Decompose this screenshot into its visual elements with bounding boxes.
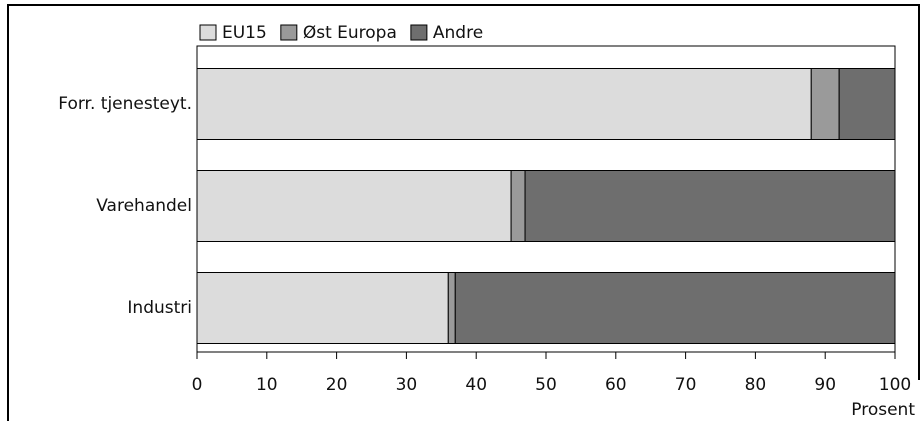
- x-tick-label: 100: [879, 375, 911, 395]
- bar-segment: [196, 68, 812, 140]
- x-axis-label: Prosent: [851, 400, 915, 420]
- x-tick-label: 40: [465, 375, 487, 395]
- bar-segment: [454, 272, 896, 344]
- bar-segment: [510, 170, 526, 242]
- bar-segment: [447, 272, 456, 344]
- x-tick-label: 70: [675, 375, 697, 395]
- x-tick-label: 30: [396, 375, 418, 395]
- bar-segment: [838, 68, 896, 140]
- x-tick-label: 60: [605, 375, 627, 395]
- bar-segment: [196, 272, 449, 344]
- legend-swatch: [199, 24, 217, 41]
- x-tick-label: 50: [535, 375, 557, 395]
- x-tick-label: 20: [326, 375, 348, 395]
- legend-label: EU15: [222, 23, 267, 43]
- legend-label: Andre: [433, 23, 483, 43]
- x-tick-label: 0: [192, 375, 203, 395]
- bar-segment: [524, 170, 896, 242]
- frame: [7, 4, 920, 421]
- bar-segment: [810, 68, 840, 140]
- y-tick-label: Forr. tjenesteyt.: [58, 94, 192, 114]
- bar-segment: [196, 170, 512, 242]
- x-tick-label: 80: [745, 375, 767, 395]
- x-tick-label: 90: [814, 375, 836, 395]
- legend-swatch: [280, 24, 298, 41]
- x-tick-label: 10: [256, 375, 278, 395]
- y-tick-label: Industri: [127, 298, 192, 318]
- legend-label: Øst Europa: [303, 23, 397, 43]
- y-tick-label: Varehandel: [96, 196, 192, 216]
- legend-swatch: [410, 24, 428, 41]
